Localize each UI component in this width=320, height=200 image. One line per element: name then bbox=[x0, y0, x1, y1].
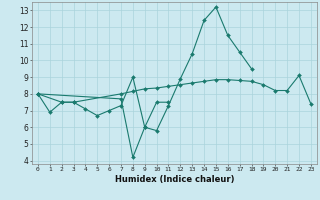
X-axis label: Humidex (Indice chaleur): Humidex (Indice chaleur) bbox=[115, 175, 234, 184]
